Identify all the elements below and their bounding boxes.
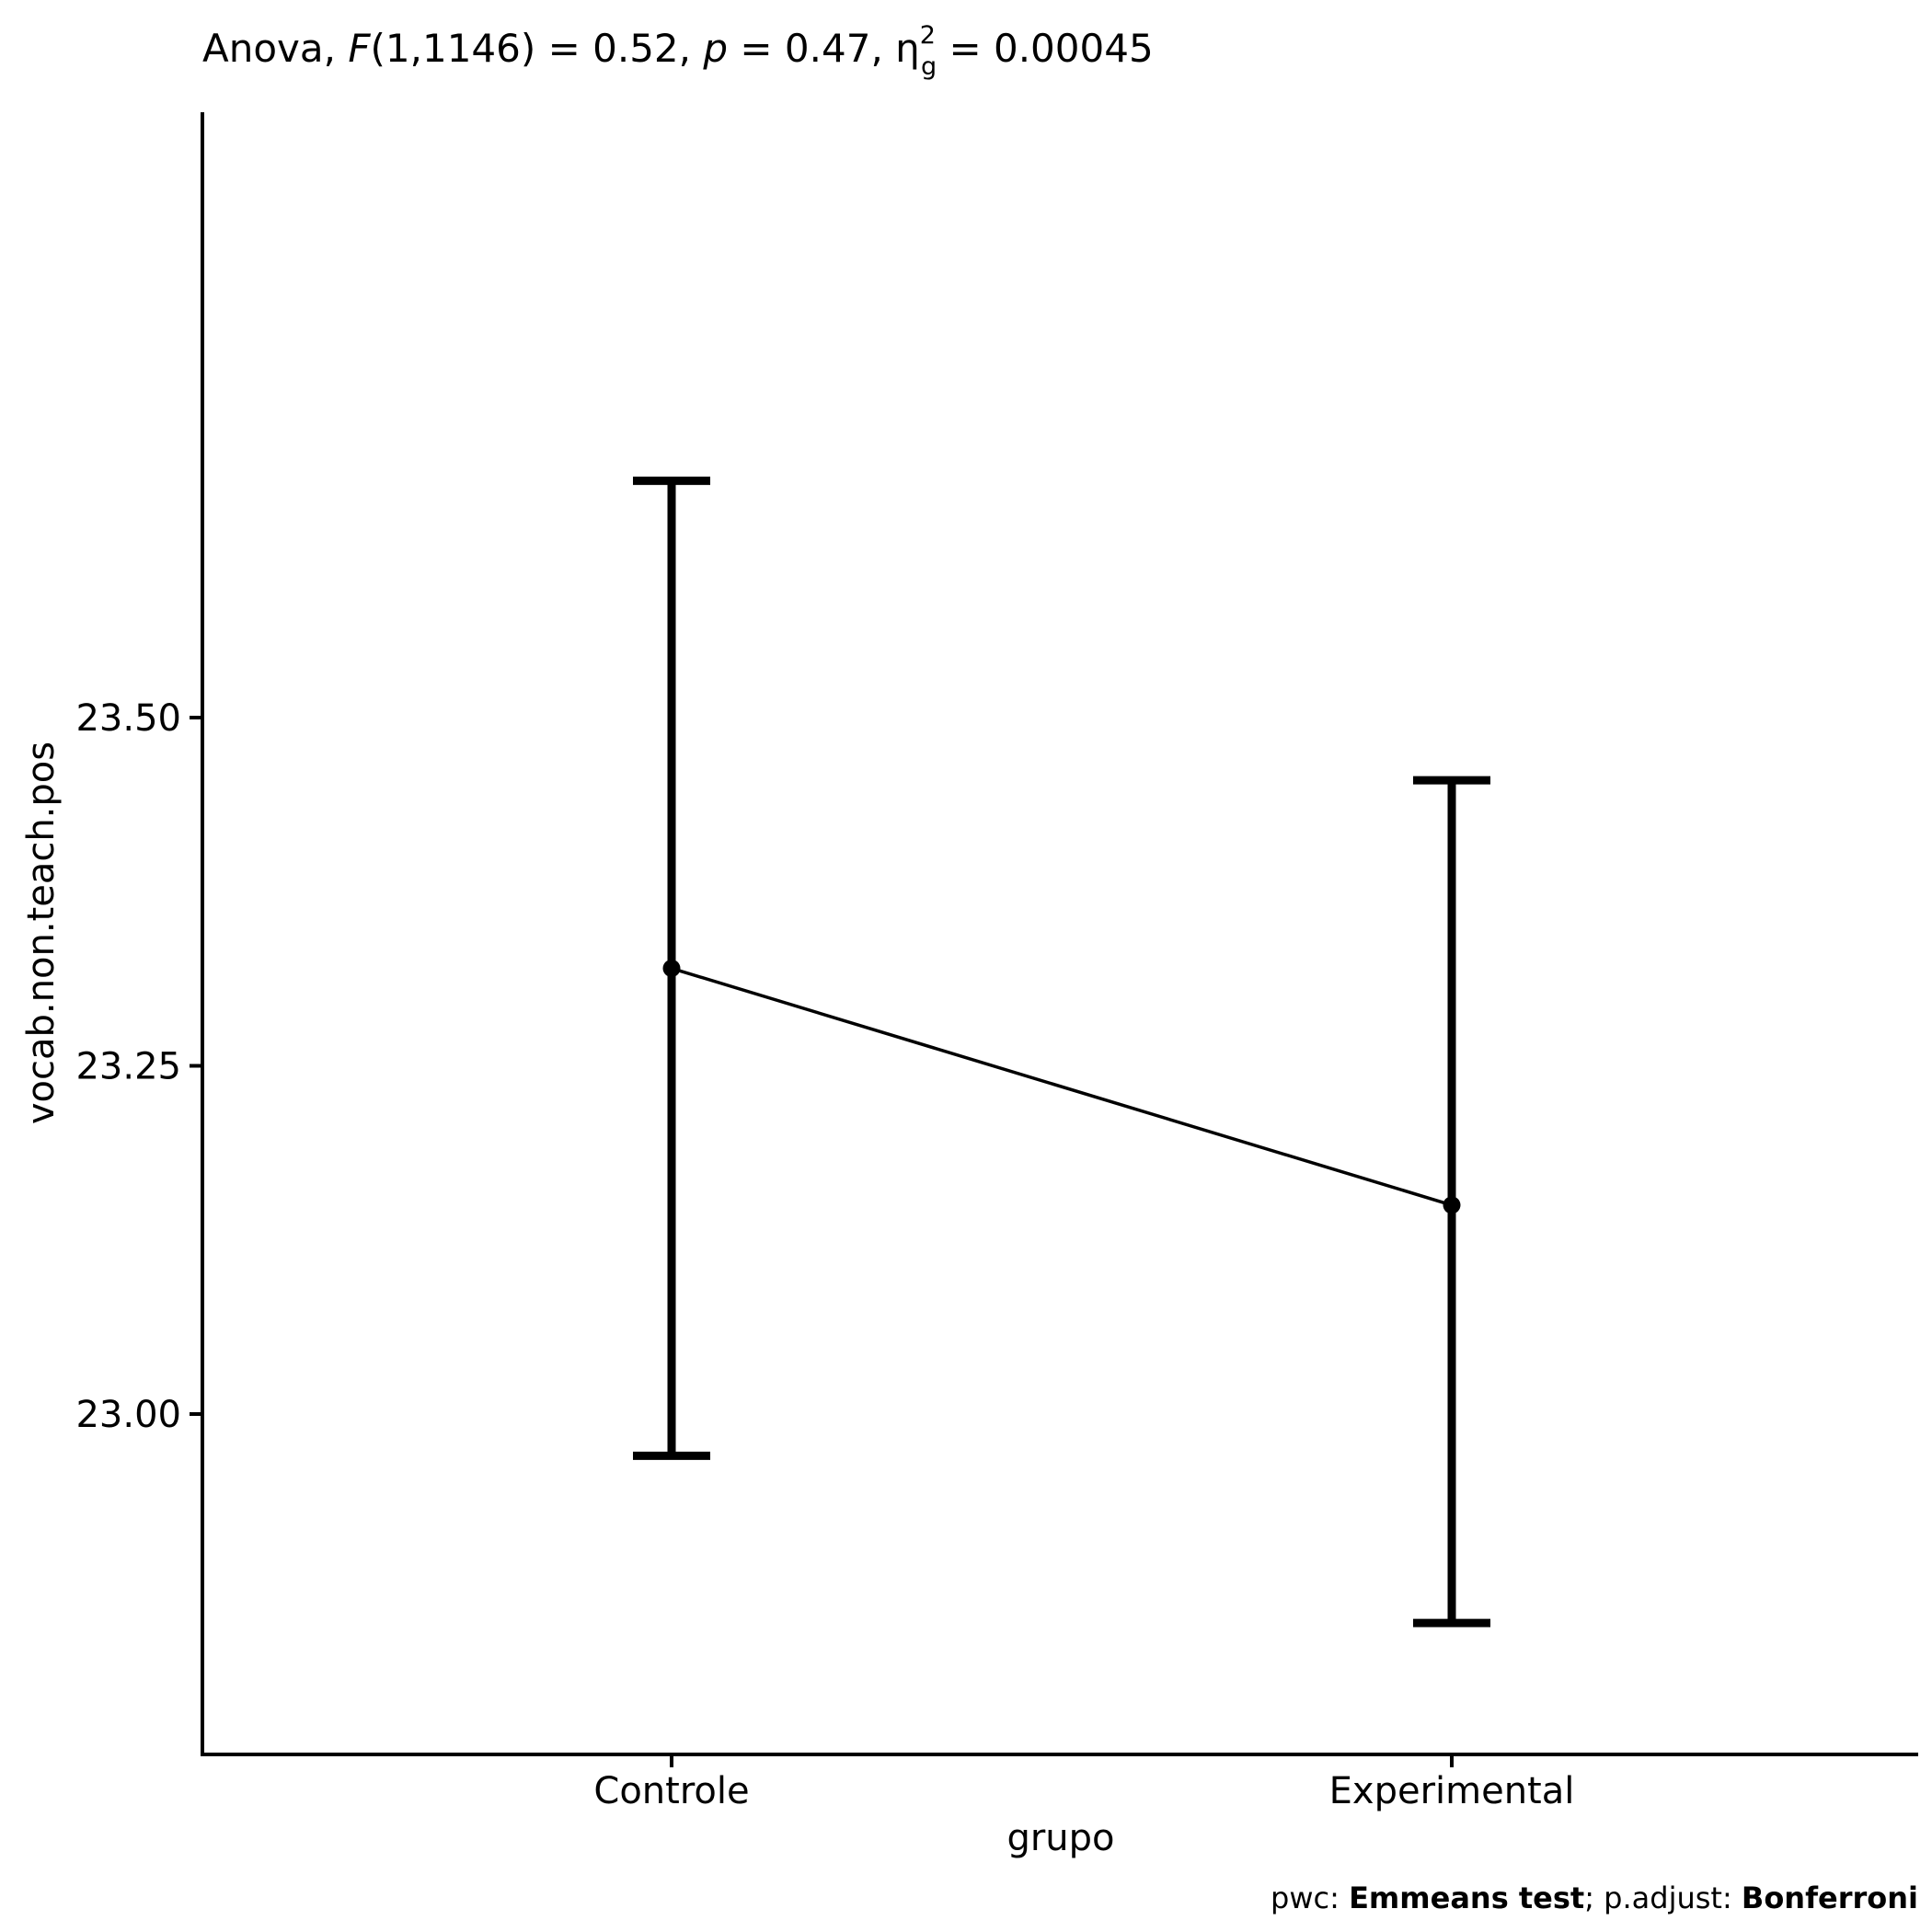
caption-part-3: ; p.adjust:: [1584, 1880, 1742, 1915]
title-prefix: Anova,: [202, 26, 348, 71]
x-tick-label-controle: Controle: [593, 1770, 749, 1812]
point-controle: [662, 960, 681, 978]
caption-part-1: pwc:: [1271, 1880, 1349, 1915]
y-tick-label: 23.50: [75, 697, 181, 740]
chart-title: Anova, F(1,1146) = 0.52, p = 0.47, η2 g =…: [202, 21, 1154, 81]
title-eta-sup: 2: [920, 21, 936, 50]
x-tick-label-experimental: Experimental: [1329, 1770, 1575, 1812]
points-layer: [662, 960, 1461, 1214]
title-f-symbol: F: [348, 26, 371, 71]
title-eta-symbol: η: [895, 26, 920, 71]
x-ticks: Controle Experimental: [593, 1754, 1574, 1812]
caption-part-4: Bonferroni: [1742, 1880, 1918, 1915]
series-line: [671, 966, 1453, 1207]
y-axis-title: vocab.non.teach.pos: [20, 742, 63, 1124]
title-p-symbol: p: [702, 26, 728, 71]
series-line-layer: [671, 966, 1453, 1207]
title-f-args: (1,1146) = 0.52,: [371, 26, 704, 71]
y-tick-label: 23.25: [75, 1046, 181, 1088]
y-tick-label: 23.00: [75, 1394, 181, 1436]
title-p-value: = 0.47,: [728, 26, 895, 71]
title-eta-value: = 0.00045: [937, 26, 1154, 71]
chart-caption: pwc: Emmeans test; p.adjust: Bonferroni: [1271, 1880, 1918, 1915]
point-experimental: [1443, 1196, 1461, 1214]
title-eta-sub: g: [921, 52, 937, 81]
y-ticks: 23.00 23.25 23.50: [75, 697, 202, 1436]
x-axis-title: grupo: [1006, 1817, 1114, 1859]
caption-part-2: Emmeans test: [1349, 1880, 1584, 1915]
errorbars-layer: [633, 477, 1490, 1627]
